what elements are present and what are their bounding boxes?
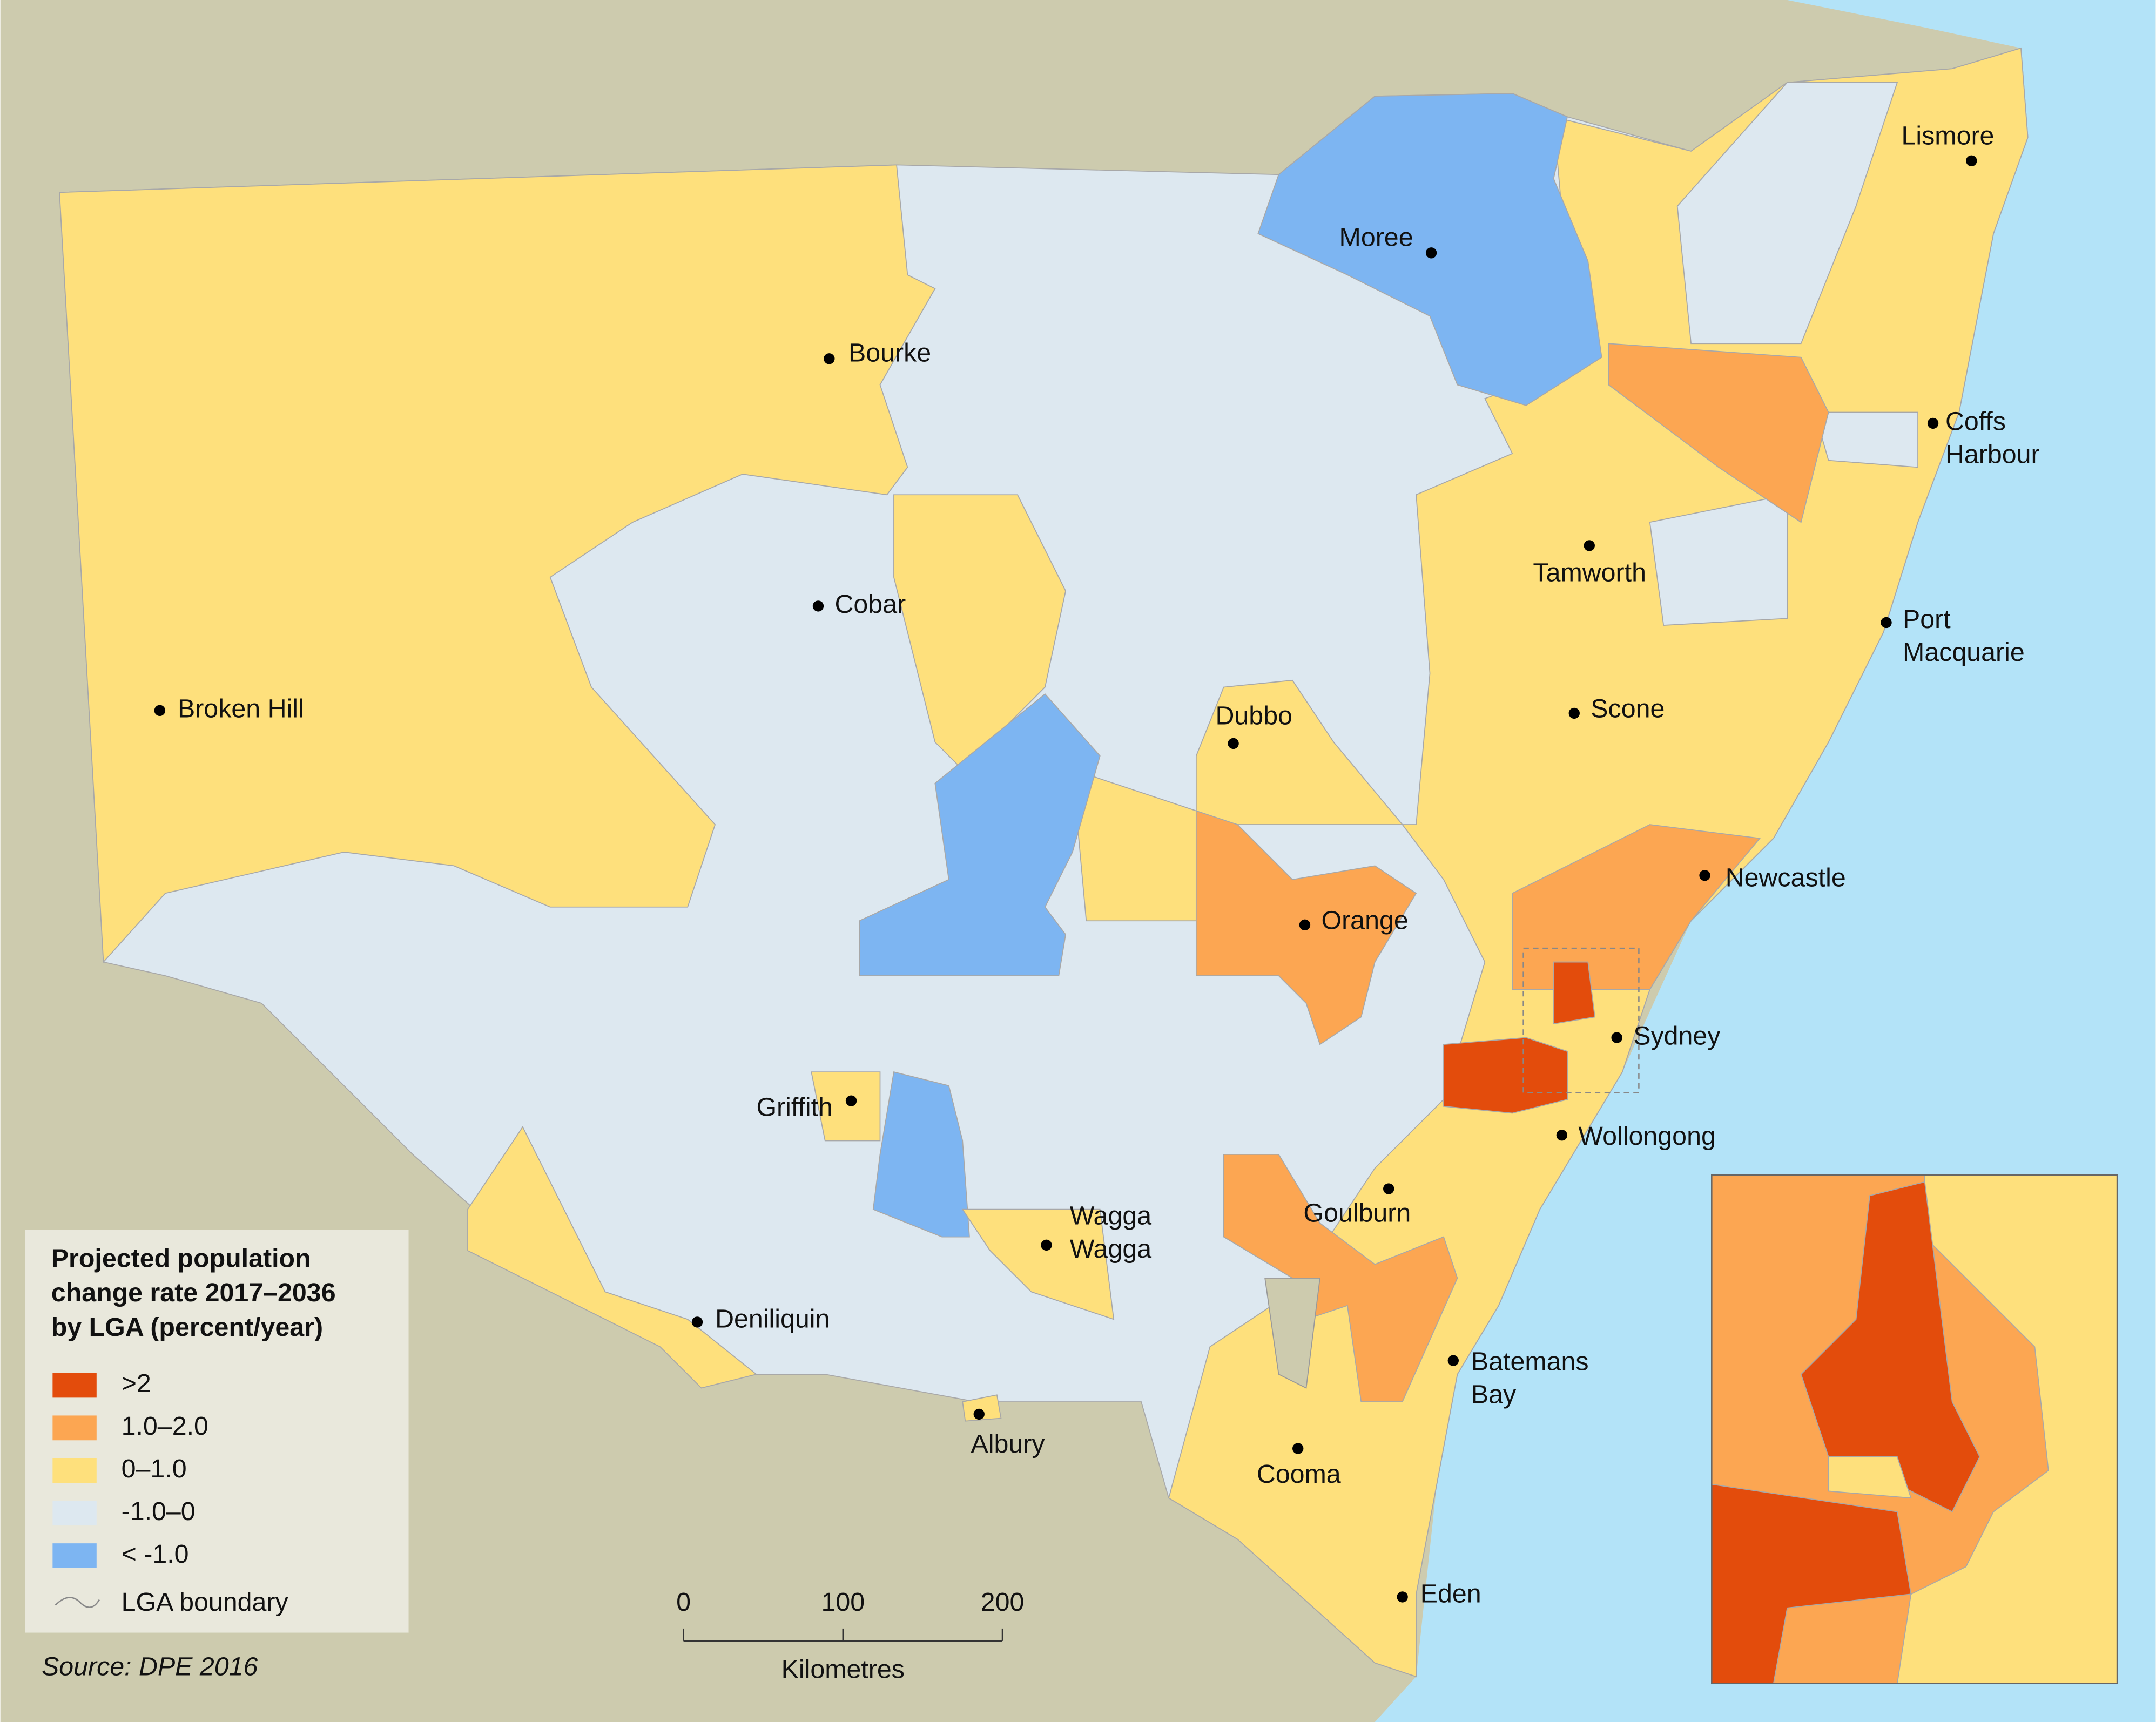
town-label: Bay — [1471, 1380, 1517, 1409]
town-label: Eden — [1420, 1579, 1481, 1609]
town-label: Griffith — [756, 1093, 833, 1122]
town-label: Tamworth — [1533, 558, 1646, 587]
town-dot — [1397, 1591, 1408, 1603]
lga — [1814, 411, 1918, 468]
town-label: Lismore — [1902, 121, 1995, 150]
town-dot — [1699, 870, 1710, 881]
town-dot — [1927, 417, 1939, 429]
lga — [872, 1071, 970, 1238]
town-label: Sydney — [1633, 1021, 1721, 1050]
legend-label: LGA boundary — [122, 1588, 289, 1617]
town-label: Macquarie — [1903, 638, 2025, 667]
town-label: Port — [1903, 605, 1951, 634]
scale-tick-label: 200 — [981, 1588, 1025, 1617]
town-dot — [812, 600, 824, 612]
legend-label: 0–1.0 — [122, 1454, 187, 1483]
town-dot — [1611, 1032, 1622, 1043]
town-dot — [1447, 1355, 1459, 1366]
lga — [1553, 961, 1595, 1025]
town-label: Coffs — [1945, 407, 2006, 436]
town-label: Orange — [1321, 906, 1408, 935]
town-dot — [845, 1095, 857, 1106]
town-label: Bourke — [848, 338, 931, 367]
town-dot — [1966, 155, 1977, 166]
lga — [59, 164, 936, 963]
town-dot — [973, 1408, 985, 1420]
lga — [962, 1394, 1002, 1422]
legend-title: change rate 2017–2036 — [51, 1278, 336, 1307]
town-dot — [691, 1316, 703, 1328]
town-dot — [1425, 247, 1437, 259]
inset-border — [1711, 1174, 2118, 1685]
lga — [961, 1208, 1115, 1320]
scale-bar: 0 100 200 Kilometres — [676, 1588, 1024, 1684]
town-label: Newcastle — [1726, 863, 1846, 893]
town-label: Wollongong — [1578, 1122, 1715, 1151]
town-dot — [1292, 1443, 1304, 1454]
source: Source: DPE 2016 — [42, 1652, 258, 1682]
legend-title: by LGA (percent/year) — [51, 1313, 323, 1342]
legend-swatch — [52, 1415, 97, 1441]
legend: Projected population change rate 2017–203… — [51, 1244, 336, 1617]
act — [1264, 1278, 1320, 1389]
town-label: Batemans — [1471, 1347, 1589, 1376]
town-dot — [1881, 617, 1892, 629]
town-dot — [1041, 1239, 1052, 1251]
town-label: Cobar — [835, 590, 906, 619]
legend-swatch — [52, 1373, 97, 1398]
town-dot — [154, 705, 166, 716]
legend-label: -1.0–0 — [122, 1497, 196, 1526]
town-label: Goulburn — [1303, 1199, 1411, 1228]
lga — [1649, 494, 1788, 626]
town-label: Wagga — [1070, 1234, 1151, 1264]
lga — [1608, 343, 1829, 523]
legend-swatch — [52, 1458, 97, 1483]
legend-title: Projected population — [51, 1244, 311, 1273]
town-label: Moree — [1339, 223, 1413, 252]
town-dot — [824, 353, 835, 364]
town-label: Scone — [1591, 694, 1665, 724]
scale-unit: Kilometres — [781, 1655, 905, 1684]
legend-label: < -1.0 — [122, 1539, 189, 1569]
legend-swatch — [52, 1543, 97, 1568]
inset-frame — [1522, 947, 1640, 1093]
inset — [1711, 1174, 2118, 1684]
lga — [1443, 1037, 1568, 1114]
town-dot — [1584, 540, 1595, 551]
lga — [1800, 1181, 1980, 1512]
lga — [1676, 82, 1898, 345]
lga — [1828, 1456, 1912, 1499]
lga-regions — [59, 47, 2029, 1678]
town-label: Harbour — [1945, 440, 2040, 469]
town-dot — [1228, 738, 1239, 749]
town-label: Dubbo — [1216, 701, 1292, 730]
town-dot — [1299, 919, 1311, 931]
legend-label: >2 — [122, 1369, 151, 1398]
town-label: Deniliquin — [715, 1305, 830, 1334]
legend-label: 1.0–2.0 — [122, 1412, 208, 1441]
town-dot — [1568, 707, 1580, 719]
town-label: Wagga — [1070, 1201, 1151, 1231]
lga — [467, 1126, 758, 1389]
legend-boundary-sample — [55, 1597, 100, 1608]
town-label: Cooma — [1257, 1460, 1341, 1489]
lga — [811, 1071, 881, 1142]
lga — [859, 693, 1101, 976]
towns: Lismore Moree Bourke Coffs Harbour Tamworth Co… — [154, 121, 2040, 1609]
town-label: Broken Hill — [178, 694, 304, 724]
town-dot — [1383, 1183, 1394, 1194]
legend-swatch — [52, 1501, 97, 1526]
town-dot — [1556, 1130, 1568, 1141]
scale-tick-label: 100 — [821, 1588, 865, 1617]
town-label: Albury — [971, 1429, 1045, 1458]
scale-tick-label: 0 — [676, 1588, 691, 1617]
